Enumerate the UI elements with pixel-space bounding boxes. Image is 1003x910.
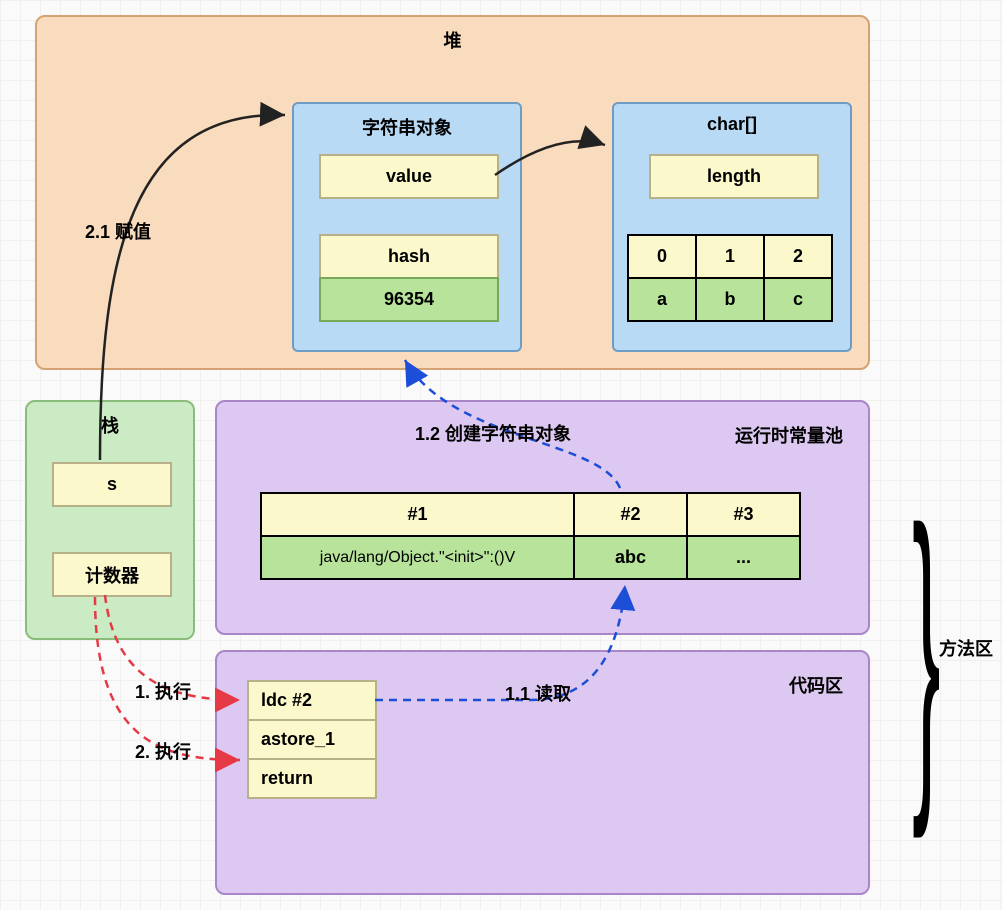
inst-0: ldc #2 (247, 680, 377, 721)
const-pool-title: 运行时常量池 (735, 422, 843, 448)
heap-title: 堆 (37, 27, 868, 53)
instruction-list: ldc #2 astore_1 return (247, 682, 377, 799)
cp-h3: #3 (686, 492, 801, 537)
code-area-title: 代码区 (789, 672, 843, 698)
stack-title: 栈 (27, 412, 193, 438)
stack-s-label: s (107, 474, 117, 495)
stack-counter-label: 计数器 (85, 562, 139, 588)
label-exec2: 2. 执行 (135, 738, 191, 764)
const-pool-header-row: #1 #2 #3 (262, 492, 801, 537)
hash-label-box: hash (319, 234, 499, 279)
char-val-0: a (627, 277, 697, 322)
cp-v3: ... (686, 535, 801, 580)
char-array-title: char[] (614, 114, 850, 135)
cp-v1: java/lang/Object."<init>":()V (260, 535, 575, 580)
label-create: 1.2 创建字符串对象 (415, 420, 571, 446)
value-label: value (386, 166, 432, 187)
hash-label: hash (388, 246, 430, 267)
inst-2: return (247, 758, 377, 799)
char-array-table: 0 1 2 a b c (629, 234, 839, 322)
hash-value: 96354 (384, 289, 434, 310)
cp-h2: #2 (573, 492, 688, 537)
length-label: length (707, 166, 761, 187)
stack-s-box: s (52, 462, 172, 507)
stack-counter-box: 计数器 (52, 552, 172, 597)
heap-region: 堆 字符串对象 value hash 96354 char[] length 0… (35, 15, 870, 370)
const-pool-value-row: java/lang/Object."<init>":()V abc ... (262, 535, 801, 580)
method-area-brace: } (913, 480, 941, 820)
method-area-label: 方法区 (939, 635, 993, 661)
hash-value-box: 96354 (319, 277, 499, 322)
label-read: 1.1 读取 (505, 680, 571, 706)
cp-h1: #1 (260, 492, 575, 537)
const-pool-table: #1 #2 #3 java/lang/Object."<init>":()V a… (262, 492, 801, 580)
label-exec1: 1. 执行 (135, 678, 191, 704)
string-object-box: 字符串对象 value hash 96354 (292, 102, 522, 352)
label-assign: 2.1 赋值 (85, 218, 151, 244)
char-val-2: c (763, 277, 833, 322)
char-idx-1: 1 (695, 234, 765, 279)
length-field: length (649, 154, 819, 199)
stack-region: 栈 s 计数器 (25, 400, 195, 640)
char-idx-0: 0 (627, 234, 697, 279)
char-array-header-row: 0 1 2 (629, 234, 839, 279)
char-array-value-row: a b c (629, 277, 839, 322)
cp-v2: abc (573, 535, 688, 580)
char-array-box: char[] length 0 1 2 a b c (612, 102, 852, 352)
value-field: value (319, 154, 499, 199)
char-idx-2: 2 (763, 234, 833, 279)
char-val-1: b (695, 277, 765, 322)
string-object-title: 字符串对象 (294, 114, 520, 140)
inst-1: astore_1 (247, 719, 377, 760)
